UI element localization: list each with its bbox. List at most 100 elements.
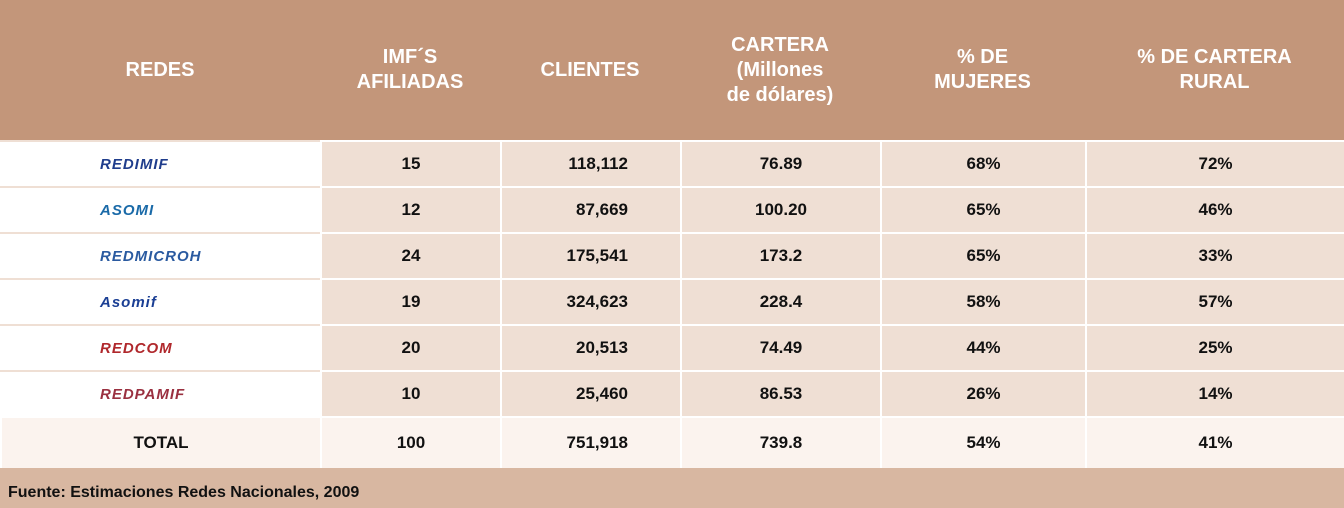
data-cell: 44% bbox=[880, 324, 1085, 370]
logo-text: REDIMIF bbox=[100, 155, 169, 173]
network-logo: REDMICROH bbox=[0, 232, 320, 278]
header-text: (Millones bbox=[736, 58, 824, 81]
header-text: RURAL bbox=[1179, 71, 1250, 93]
data-cell: 57% bbox=[1085, 278, 1344, 324]
data-cell: 87,669 bbox=[500, 186, 680, 232]
cell-text: 65% bbox=[966, 246, 1001, 265]
logo-text: Asomif bbox=[100, 293, 157, 311]
cell-text: 12 bbox=[401, 200, 421, 219]
cell-text: 24 bbox=[401, 246, 421, 265]
data-cell: 46% bbox=[1085, 186, 1344, 232]
header-text: CARTERA bbox=[731, 33, 829, 56]
data-cell: 14% bbox=[1085, 370, 1344, 416]
cell-text: 46% bbox=[1198, 200, 1233, 219]
cell-text: 86.53 bbox=[759, 384, 803, 403]
cell-text: 20 bbox=[401, 338, 421, 357]
data-cell: 175,541 bbox=[500, 232, 680, 278]
data-cell: 65% bbox=[880, 186, 1085, 232]
cell-text: 57% bbox=[1198, 292, 1233, 311]
data-cell: 324,623 bbox=[500, 278, 680, 324]
data-cell: 25,460 bbox=[500, 370, 680, 416]
cell-text: 25% bbox=[1198, 338, 1233, 357]
cell-text: 100.20 bbox=[755, 200, 807, 219]
data-cell: 228.4 bbox=[680, 278, 880, 324]
cell-text: 74.49 bbox=[759, 338, 803, 357]
cell-text: 14% bbox=[1198, 384, 1233, 403]
cell-text: 25,460 bbox=[576, 384, 628, 403]
cell-text: 15 bbox=[401, 154, 421, 173]
header-text: CLIENTES bbox=[540, 58, 640, 81]
data-cell: 33% bbox=[1085, 232, 1344, 278]
logo-text: REDMICROH bbox=[100, 247, 202, 265]
cell-text: 100 bbox=[396, 433, 426, 452]
data-cell: 41% bbox=[1085, 416, 1344, 468]
data-cell: 25% bbox=[1085, 324, 1344, 370]
logo-text: REDCOM bbox=[100, 339, 173, 357]
data-cell: 54% bbox=[880, 416, 1085, 468]
data-cell: 26% bbox=[880, 370, 1085, 416]
row-label: TOTAL bbox=[0, 416, 320, 468]
network-logo: REDIMIF bbox=[0, 140, 320, 186]
data-cell: 118,112 bbox=[500, 140, 680, 186]
header-cell: % DE CARTERA RURAL bbox=[1085, 0, 1344, 140]
logo-text: REDPAMIF bbox=[100, 385, 186, 403]
header-cell: CARTERA (Millones de dólares) bbox=[680, 0, 880, 140]
logo-text: ASOMI bbox=[100, 201, 155, 219]
cell-text: 10 bbox=[401, 384, 421, 403]
header-text: IMF´S bbox=[382, 46, 438, 68]
cell-text: 751,918 bbox=[566, 433, 628, 452]
data-cell: 173.2 bbox=[680, 232, 880, 278]
header-cell: CLIENTES bbox=[500, 0, 680, 140]
data-cell: 100.20 bbox=[680, 186, 880, 232]
header-text: % DE CARTERA bbox=[1137, 46, 1292, 68]
network-logo: REDPAMIF bbox=[0, 370, 320, 416]
cell-text: 72% bbox=[1198, 154, 1233, 173]
data-cell: 100 bbox=[320, 416, 500, 468]
header-text: AFILIADAS bbox=[356, 71, 464, 93]
data-cell: 24 bbox=[320, 232, 500, 278]
cell-text: 87,669 bbox=[576, 200, 628, 219]
data-cell: 12 bbox=[320, 186, 500, 232]
header-cell: % DE MUJERES bbox=[880, 0, 1085, 140]
cell-text: 175,541 bbox=[566, 246, 628, 265]
header-text: MUJERES bbox=[934, 71, 1031, 93]
header-cell: REDES bbox=[0, 0, 320, 140]
data-cell: 72% bbox=[1085, 140, 1344, 186]
data-cell: 86.53 bbox=[680, 370, 880, 416]
cell-text: 324,623 bbox=[566, 292, 628, 311]
data-cell: 19 bbox=[320, 278, 500, 324]
header-text: de dólares) bbox=[726, 83, 834, 106]
data-cell: 68% bbox=[880, 140, 1085, 186]
cell-text: 19 bbox=[401, 292, 421, 311]
cell-text: 65% bbox=[966, 200, 1001, 219]
header-text: % DE bbox=[956, 46, 1009, 68]
cell-text: 20,513 bbox=[576, 338, 628, 357]
data-cell: 751,918 bbox=[500, 416, 680, 468]
cell-text: 54% bbox=[966, 433, 1001, 452]
cell-text: 26% bbox=[966, 384, 1001, 403]
cell-text: 739.8 bbox=[759, 433, 803, 452]
header-text: REDES bbox=[125, 58, 195, 81]
source-note: Fuente: Estimaciones Redes Nacionales, 2… bbox=[0, 468, 1344, 508]
cell-text: 33% bbox=[1198, 246, 1233, 265]
data-cell: 76.89 bbox=[680, 140, 880, 186]
data-cell: 20 bbox=[320, 324, 500, 370]
network-logo: ASOMI bbox=[0, 186, 320, 232]
cell-text: 44% bbox=[966, 338, 1001, 357]
network-logo: Asomif bbox=[0, 278, 320, 324]
data-cell: 10 bbox=[320, 370, 500, 416]
cell-text: 76.89 bbox=[759, 154, 803, 173]
network-logo: REDCOM bbox=[0, 324, 320, 370]
cell-text: 228.4 bbox=[759, 292, 803, 311]
cell-text: 173.2 bbox=[759, 246, 803, 265]
cell-text: 41% bbox=[1198, 433, 1233, 452]
data-cell: 74.49 bbox=[680, 324, 880, 370]
cell-text: 68% bbox=[966, 154, 1001, 173]
data-cell: 15 bbox=[320, 140, 500, 186]
data-cell: 20,513 bbox=[500, 324, 680, 370]
data-cell: 739.8 bbox=[680, 416, 880, 468]
cell-text: TOTAL bbox=[133, 433, 189, 452]
cell-text: 58% bbox=[966, 292, 1001, 311]
data-cell: 65% bbox=[880, 232, 1085, 278]
cell-text: 118,112 bbox=[568, 154, 628, 173]
